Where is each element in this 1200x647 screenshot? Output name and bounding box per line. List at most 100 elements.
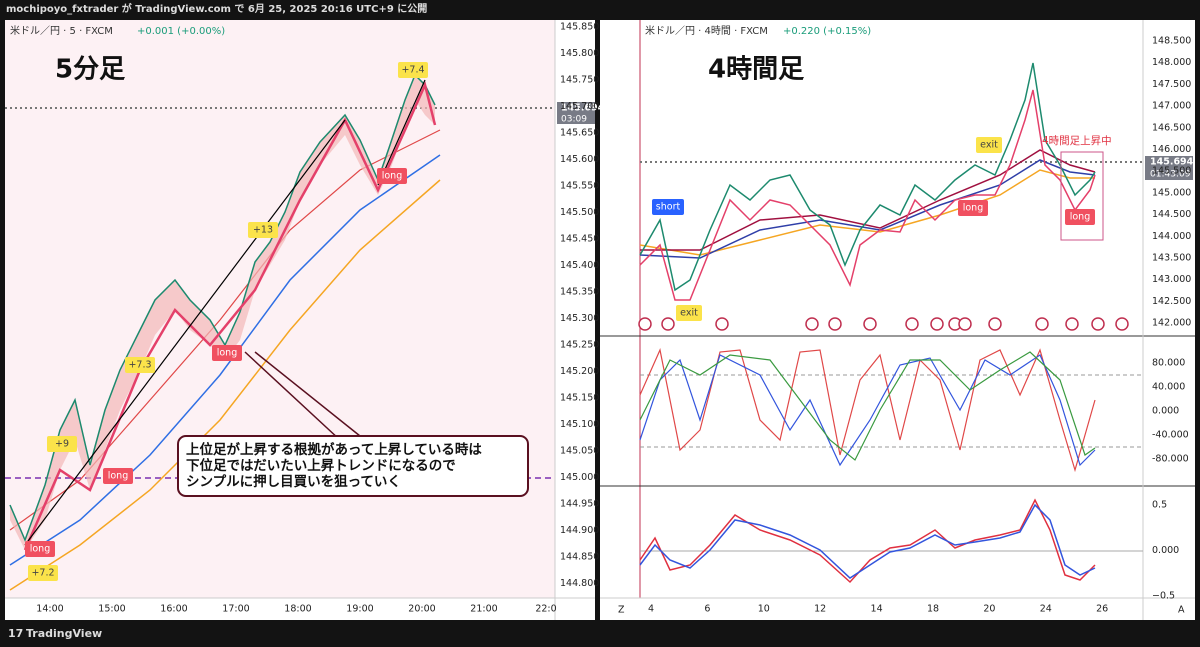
price-tick-label: 145.450 (560, 234, 599, 245)
time-tick-label: 22:0 (535, 604, 556, 615)
arrow (254, 351, 366, 441)
price-tick-label: 145.250 (560, 340, 599, 351)
symbol: 米ドル／円 · 4時間 · FXCM (645, 24, 768, 37)
event-icon (1035, 317, 1049, 331)
trend-line (24, 119, 346, 546)
rsi-tick-label: 0.000 (1152, 406, 1179, 417)
symbol: 米ドル／円 · 5 · FXCM (10, 24, 113, 37)
price-tick-label: 142.000 (1152, 318, 1191, 329)
stoch-blue (639, 354, 1096, 467)
event-icon (1115, 317, 1129, 331)
footer-brand: TradingView (26, 627, 102, 640)
macd-tick-label: 0.000 (1152, 545, 1179, 556)
signal: short (656, 202, 681, 213)
price-tick-label: 146.500 (1152, 122, 1191, 133)
signal: long (963, 203, 984, 214)
price-tick-label: 143.000 (1152, 274, 1191, 285)
event-icon (988, 317, 1002, 331)
price-tick-label: 145.800 (560, 48, 599, 59)
timeframe-label: 4時間足 (708, 55, 804, 85)
signal-tag (976, 137, 1002, 153)
time-tick-label: 18:00 (284, 604, 311, 615)
gain: +9 (55, 439, 69, 450)
event-icon (930, 317, 944, 331)
price-tick-label: 145.850 (560, 22, 599, 33)
signal-tag (25, 541, 55, 557)
price-tick-label: 145.000 (1152, 187, 1191, 198)
countdown: 01:43:09 (1150, 170, 1191, 180)
arrow (244, 351, 341, 441)
change: +0.001 (+0.00%) (137, 26, 225, 37)
event-icon (863, 317, 877, 331)
price-line-fast (639, 62, 1096, 292)
price-tick-label: 145.750 (560, 75, 599, 86)
annotation-line: 上位足が上昇する根拠があって上昇している時は (186, 441, 482, 458)
gain: +13 (253, 225, 273, 236)
highlight-box (1060, 151, 1104, 241)
time-tick-label: 24 (1040, 604, 1052, 615)
time-tick-label: 14:00 (36, 604, 63, 615)
time-tick-label: 10 (758, 604, 770, 615)
signal: long (217, 348, 238, 359)
rsi-tick-label: -80.000 (1152, 454, 1189, 465)
event-icon (661, 317, 675, 331)
price-tick-label: 145.400 (560, 260, 599, 271)
gain-tag (47, 436, 77, 452)
price-tick-label: 145.500 (560, 207, 599, 218)
timeframe-label: 5分足 (55, 55, 125, 85)
event-icon (958, 317, 972, 331)
time-tick-label: 21:00 (470, 604, 497, 615)
price-tick-label: 143.500 (1152, 253, 1191, 264)
annotation-line: シンプルに押し目買いを狙っていく (186, 473, 401, 490)
signal: exit (980, 140, 998, 151)
signal-tag (103, 468, 133, 484)
price-tick-label: 145.600 (560, 154, 599, 165)
rsi-tick-label: -40.000 (1152, 430, 1189, 441)
price-tick-label: 145.700 (560, 101, 599, 112)
price-tick-label: 145.350 (560, 287, 599, 298)
price-tick-label: 145.000 (560, 472, 599, 483)
header: mochipoyo_fxtrader が TradingView.com で 6… (6, 2, 427, 15)
price-line-slow (23, 81, 437, 551)
current-price: 145.694 (561, 103, 605, 114)
event-icon (828, 317, 842, 331)
ma-orange (9, 179, 441, 591)
time-tick-label: 4 (648, 604, 654, 615)
time-tick-label: 19:00 (346, 604, 373, 615)
price-tag (557, 102, 595, 124)
annotation-box (177, 435, 529, 497)
price-tick-label: 145.050 (560, 446, 599, 457)
time-tick-label: 18 (927, 604, 939, 615)
price-tick-label: 144.950 (560, 499, 599, 510)
price-tick-label: 145.100 (560, 419, 599, 430)
gain-tag (125, 357, 155, 373)
signal-tag (212, 345, 242, 361)
left-plot (5, 20, 555, 598)
annotation-line: 下位足ではだいたい上昇トレンドになるので (186, 457, 456, 474)
annotation: 4時間足上昇中 (1042, 134, 1112, 147)
signal-tag (1065, 209, 1095, 225)
macd-tick-label: −0.5 (1152, 591, 1175, 602)
macd-tick-label: 0.5 (1152, 500, 1167, 511)
gain-tag (398, 62, 428, 78)
signal: long (108, 471, 129, 482)
trend-line (377, 79, 426, 186)
gain-tag (28, 565, 58, 581)
event-icon (715, 317, 729, 331)
countdown: 03:09 (561, 115, 587, 125)
time-tick-label: 20 (983, 604, 995, 615)
ma-red (9, 129, 441, 531)
corner-button[interactable]: A (1178, 605, 1185, 616)
price-tick-label: 145.300 (560, 313, 599, 324)
stoch-green (639, 351, 1096, 461)
price-tick-label: 147.000 (1152, 101, 1191, 112)
event-icon (905, 317, 919, 331)
corner-button[interactable]: Z (618, 605, 625, 616)
signal: long (1070, 212, 1091, 223)
time-tick-label: 12 (814, 604, 826, 615)
signal-tag (652, 199, 684, 215)
current-price: 145.694 (1150, 157, 1194, 168)
time-tick-label: 15:00 (98, 604, 125, 615)
price-tick-label: 144.500 (1152, 209, 1191, 220)
